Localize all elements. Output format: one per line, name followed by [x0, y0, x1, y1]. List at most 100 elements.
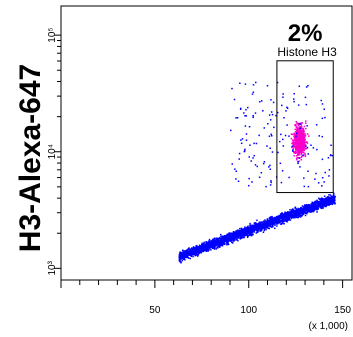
- event-dot-scatter: [302, 154, 304, 156]
- event-dot-main: [279, 216, 282, 218]
- event-dot-gated: [302, 147, 304, 149]
- event-dot-main: [295, 210, 298, 212]
- event-dot-gated: [293, 139, 296, 142]
- event-dot-gated: [296, 122, 298, 125]
- event-dot-main: [261, 227, 264, 230]
- event-dot-scatter: [328, 175, 330, 177]
- event-dot-gated: [303, 149, 305, 152]
- event-dot-main: [291, 209, 293, 211]
- event-dot-main: [247, 229, 249, 231]
- event-dot-main: [202, 242, 205, 245]
- event-dot-main: [320, 204, 323, 206]
- event-dot-main: [195, 253, 197, 256]
- event-dot-main: [293, 214, 295, 216]
- event-dot-scatter: [271, 151, 274, 153]
- event-dot-scatter: [318, 135, 321, 137]
- event-dot-main: [261, 225, 263, 228]
- event-dot-main: [187, 253, 189, 255]
- event-dot-main: [214, 239, 217, 241]
- event-dot-main: [302, 212, 305, 214]
- event-dot-gated: [300, 143, 303, 146]
- event-dot-gated: [304, 144, 307, 146]
- event-dot-main: [275, 223, 278, 225]
- event-dot-gated: [299, 138, 302, 140]
- event-dot-scatter: [298, 85, 301, 88]
- event-dot-gated: [293, 142, 295, 144]
- event-dot-main: [253, 227, 256, 230]
- event-dot-gated: [295, 137, 297, 139]
- event-dot-main: [246, 227, 249, 229]
- event-dot-main: [294, 212, 296, 215]
- event-dot-main: [196, 248, 199, 250]
- event-dot-main: [256, 231, 258, 233]
- event-dot-gated: [297, 149, 300, 151]
- event-dot-main: [217, 240, 219, 242]
- event-dot-main: [197, 250, 199, 253]
- event-dot-main: [190, 247, 192, 250]
- event-dot-gated: [292, 148, 295, 150]
- event-dot-gated: [294, 152, 297, 154]
- event-dot-main: [253, 229, 256, 232]
- event-dot-main: [254, 224, 256, 227]
- event-dot-scatter: [266, 145, 268, 147]
- event-dot-main: [261, 223, 263, 226]
- event-dot-main: [228, 237, 230, 240]
- event-dot-main: [296, 211, 299, 213]
- event-dot-main: [195, 248, 198, 250]
- event-dot-gated: [297, 151, 300, 154]
- event-dot-main: [250, 233, 252, 235]
- event-dot-gated: [299, 136, 301, 139]
- event-dot-main: [311, 202, 313, 205]
- event-dot-main: [312, 201, 315, 204]
- event-dot-main: [253, 231, 256, 233]
- event-dot-main: [217, 237, 220, 240]
- event-dot-gated: [297, 129, 300, 132]
- event-dot-main: [310, 211, 312, 213]
- event-dot-main: [251, 224, 253, 227]
- event-dot-scatter: [305, 103, 308, 106]
- event-dot-main: [245, 227, 248, 229]
- event-dot-gated: [304, 155, 307, 157]
- event-dot-main: [284, 214, 286, 217]
- event-dot-gated: [299, 146, 301, 148]
- event-dot-main: [272, 220, 274, 223]
- event-dot-gated: [297, 143, 299, 146]
- histone-h3-gate[interactable]: [276, 60, 334, 194]
- event-dot-main: [263, 227, 265, 229]
- event-dot-main: [179, 256, 181, 259]
- event-dot-main: [227, 243, 230, 246]
- event-dot-main: [286, 218, 289, 221]
- event-dot-main: [240, 231, 243, 233]
- event-dot-gated: [304, 141, 306, 144]
- event-dot-main: [242, 235, 245, 237]
- event-dot-main: [215, 242, 217, 245]
- event-dot-main: [264, 226, 267, 229]
- event-dot-main: [276, 215, 278, 218]
- event-dot-main: [260, 224, 263, 227]
- event-dot-main: [196, 245, 198, 248]
- event-dot-gated: [306, 141, 308, 143]
- event-dot-main: [233, 232, 236, 235]
- event-dot-main: [302, 208, 304, 211]
- event-dot-scatter: [267, 123, 269, 125]
- event-dot-scatter: [270, 180, 272, 182]
- event-dot-scatter: [275, 114, 277, 117]
- event-dot-gated: [295, 144, 297, 146]
- event-dot-main: [248, 227, 251, 229]
- event-dot-scatter: [321, 185, 323, 187]
- event-dot-main: [313, 207, 315, 209]
- event-dot-main: [283, 219, 286, 222]
- event-dot-main: [249, 229, 252, 231]
- event-dot-main: [306, 207, 308, 210]
- event-dot-main: [286, 219, 289, 222]
- event-dot-scatter: [233, 98, 236, 101]
- event-dot-scatter: [247, 106, 249, 109]
- event-dot-main: [298, 213, 300, 215]
- event-dot-main: [231, 233, 233, 235]
- event-dot-main: [285, 216, 287, 218]
- event-dot-scatter: [296, 132, 298, 135]
- event-dot-main: [311, 203, 313, 206]
- event-dot-main: [267, 227, 269, 229]
- event-dot-main: [187, 248, 189, 251]
- event-dot-main: [218, 245, 220, 248]
